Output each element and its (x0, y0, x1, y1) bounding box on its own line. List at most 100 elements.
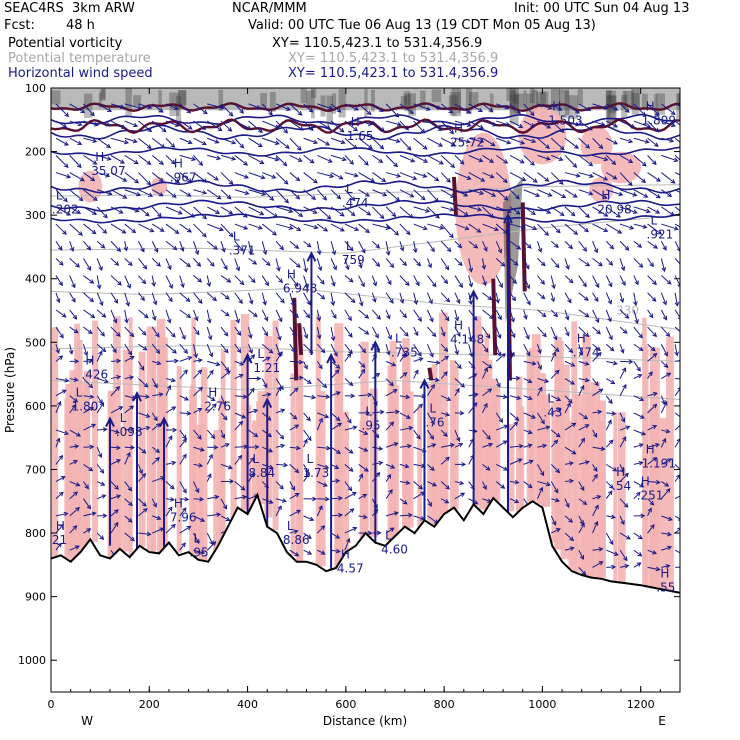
wind-arrowhead (75, 262, 81, 268)
wind-vector (358, 515, 367, 518)
wind-arrowhead (662, 300, 667, 306)
wind-arrowhead (364, 161, 369, 166)
wind-arrowhead (303, 364, 308, 370)
wind-vector (275, 344, 281, 357)
wind-arrowhead (263, 331, 269, 337)
wind-vector (55, 172, 71, 178)
wind-arrowhead (186, 192, 192, 197)
wind-vector (427, 443, 436, 448)
wind-vector (481, 241, 488, 252)
wind-arrowhead (294, 468, 300, 474)
stratosphere-streak (517, 93, 524, 109)
wind-vector (193, 292, 203, 304)
wind-vector (165, 189, 177, 198)
stratosphere-streak (641, 93, 648, 109)
wind-arrowhead (568, 348, 574, 354)
wind-arrowhead (158, 108, 164, 113)
wind-vector (619, 326, 628, 334)
pv-shade-column (230, 319, 237, 522)
wind-vector (647, 309, 654, 318)
pv-shade-column (568, 421, 573, 568)
wind-vector (440, 275, 448, 284)
wind-vector (207, 154, 221, 160)
wind-arrowhead (265, 261, 271, 266)
pv-shade-column (251, 420, 257, 506)
wind-arrowhead (187, 125, 193, 130)
wind-vector (633, 258, 643, 268)
wind-vector (660, 326, 670, 337)
wind-arrowhead (261, 191, 267, 196)
wind-arrowhead (430, 419, 435, 425)
wind-arrowhead (422, 145, 428, 150)
wind-vector (578, 240, 587, 252)
wind-vector (633, 549, 642, 557)
wind-vector (275, 386, 282, 396)
wind-arrowhead (350, 298, 356, 304)
wind-arrowhead (638, 333, 643, 339)
wind-vector (619, 344, 624, 354)
wind-arrowhead (514, 498, 520, 504)
stratosphere-streak (450, 92, 457, 116)
wind-arrowhead (593, 467, 598, 473)
wind-vector (551, 395, 561, 401)
wind-arrowhead (597, 409, 603, 415)
wind-arrowhead (360, 363, 366, 368)
wind-vector (344, 426, 357, 431)
wind-vector (633, 412, 645, 419)
pv-shade-column (156, 318, 166, 554)
wind-vector (262, 393, 271, 397)
wind-vector (330, 172, 343, 180)
wind-vector (550, 326, 557, 340)
wind-vector (165, 435, 173, 448)
wind-arrowhead (125, 301, 130, 307)
wind-arrowhead (593, 473, 598, 479)
wind-arrowhead (277, 335, 282, 341)
wind-arrowhead (89, 297, 94, 303)
wind-arrowhead (141, 449, 147, 454)
wind-arrowhead (382, 192, 388, 197)
wind-vector (440, 355, 449, 362)
wind-arrowhead (449, 129, 455, 135)
wind-arrowhead (486, 435, 491, 440)
wind-vector (138, 378, 149, 388)
wind-arrowhead (123, 139, 129, 145)
wind-vector (619, 436, 627, 448)
wind-vector (193, 326, 200, 335)
wind-arrowhead (202, 109, 208, 115)
pv-tower (292, 297, 299, 381)
wind-arrowhead (153, 383, 158, 389)
wind-arrowhead (158, 392, 164, 397)
wind-vector (110, 495, 121, 500)
pv-shade-column (138, 351, 146, 547)
wind-vector (482, 388, 492, 397)
wind-arrowhead (500, 484, 506, 489)
wind-arrowhead (468, 282, 474, 288)
wind-arrowhead (457, 261, 463, 267)
wind-arrowhead (114, 429, 120, 434)
wind-arrowhead (146, 180, 152, 186)
wind-vector (427, 464, 435, 471)
wind-vector (619, 412, 625, 423)
wind-arrowhead (272, 231, 277, 236)
wind-vector (55, 137, 69, 146)
wind-arrowhead (253, 408, 259, 414)
wind-arrowhead (195, 539, 200, 544)
wind-vector (496, 103, 509, 109)
wind-vector (344, 206, 356, 217)
wind-vector (344, 492, 357, 500)
wind-arrowhead (511, 333, 516, 339)
wind-vector (234, 481, 245, 491)
updraft-arrowhead (105, 416, 115, 428)
wind-vector (289, 530, 298, 534)
wind-vector (509, 412, 519, 421)
wind-arrowhead (119, 159, 125, 164)
wind-arrowhead (412, 248, 418, 254)
wind-vector (440, 292, 450, 303)
wind-vector (550, 120, 565, 133)
wind-arrowhead (200, 517, 206, 522)
wind-vector (482, 326, 491, 339)
wind-arrowhead (365, 410, 371, 416)
wind-arrowhead (74, 545, 80, 550)
wind-arrowhead (214, 494, 220, 500)
stratosphere-streak (607, 95, 617, 124)
